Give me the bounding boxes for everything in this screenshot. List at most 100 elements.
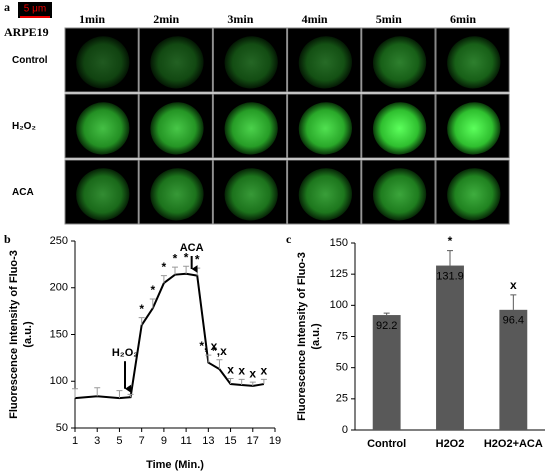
bar (499, 309, 528, 430)
y-tick-label: 200 (50, 282, 68, 294)
cell (76, 168, 130, 221)
cell (76, 36, 130, 89)
y-tick-label: 50 (336, 362, 348, 374)
error-bar (160, 275, 167, 284)
point-label: * (150, 283, 155, 297)
cell (76, 102, 130, 155)
point-label: x (249, 366, 256, 380)
x-tick-label: 17 (247, 435, 259, 447)
point-label: *, x (199, 339, 217, 353)
column-label: 5min (376, 12, 402, 26)
x-tick-label: 7 (139, 435, 145, 447)
y-axis-label: (a.u.) (22, 321, 34, 348)
bar (436, 265, 464, 430)
point-label: x (227, 363, 234, 377)
error-bar (127, 393, 134, 398)
cell (372, 36, 427, 89)
cell (150, 168, 204, 221)
x-tick-label: 15 (224, 435, 236, 447)
error-bar (227, 377, 234, 385)
x-tick-label: 19 (269, 435, 281, 447)
x-tick-label: 1 (72, 435, 78, 447)
panel-label: c (286, 232, 292, 246)
x-tick-label: H2O2 (436, 438, 465, 450)
error-bar (183, 265, 190, 274)
x-tick-label: 13 (202, 435, 214, 447)
cell (224, 102, 278, 155)
column-label: 6min (450, 12, 476, 26)
y-tick-label: 0 (342, 424, 348, 436)
point-label: * (173, 251, 178, 265)
cell (150, 102, 204, 155)
row-label: ACA (12, 187, 34, 198)
value-label: 96.4 (503, 315, 524, 327)
x-tick-label: 9 (161, 435, 167, 447)
error-bar (510, 294, 517, 310)
point-label: x (261, 364, 268, 378)
error-bar (149, 298, 156, 309)
error-bar (383, 312, 390, 316)
point-label: * (195, 252, 200, 266)
y-tick-label: 50 (56, 422, 68, 434)
x-tick-label: 5 (116, 435, 122, 447)
error-bar (94, 387, 101, 397)
point-label: * (448, 234, 453, 248)
panel-label: a (4, 0, 10, 14)
y-tick-label: 75 (336, 330, 348, 342)
y-tick-label: 125 (330, 268, 348, 280)
y-axis-label: Fluorescence Intensity of Fluo-3 (8, 250, 20, 419)
point-label: * (139, 302, 144, 316)
error-bar (238, 378, 245, 385)
bar (372, 315, 401, 430)
point-label: *,x (212, 344, 227, 358)
error-bar (116, 390, 123, 399)
cell (372, 168, 427, 221)
y-tick-label: 150 (330, 237, 348, 249)
x-tick-label: 3 (94, 435, 100, 447)
x-tick-label: H2O2+ACA (484, 438, 543, 450)
value-label: 92.2 (376, 320, 397, 332)
cell (298, 102, 353, 155)
cell (224, 36, 278, 89)
scale-label: 5 μm (24, 4, 46, 15)
annotation: H₂O₂ (112, 347, 138, 359)
error-bar (249, 381, 256, 386)
value-label: 131.9 (436, 270, 464, 282)
cell (447, 36, 501, 89)
y-tick-label: 100 (50, 375, 68, 387)
point-label: x (510, 278, 517, 292)
point-label: * (184, 250, 189, 264)
cell (298, 36, 353, 89)
row-label: Control (12, 55, 48, 66)
cell (298, 168, 353, 221)
point-label: x (238, 364, 245, 378)
data-line (74, 272, 265, 400)
column-label: 4min (302, 12, 328, 26)
row-label: H₂O₂ (12, 121, 36, 132)
x-axis-label: Time (Min.) (146, 459, 204, 471)
y-tick-label: 150 (50, 328, 68, 340)
panel-label: b (4, 232, 11, 246)
y-tick-label: 25 (336, 393, 348, 405)
cell (150, 36, 204, 89)
error-bar (447, 250, 453, 266)
annotation: ACA (180, 242, 204, 254)
scale-bar-box (18, 2, 52, 18)
error-bar (172, 266, 178, 275)
column-label: 3min (227, 12, 253, 26)
y-axis-label: (a.u.) (310, 323, 322, 350)
y-axis-label: Fluorescence Intensity of Fluo-3 (296, 252, 308, 421)
column-label: 2min (153, 12, 179, 26)
cell (372, 102, 427, 155)
error-bar (138, 317, 145, 326)
point-label: * (162, 260, 167, 274)
cell-line: ARPE19 (4, 25, 49, 39)
error-bar (260, 378, 267, 385)
x-tick-label: 11 (180, 435, 191, 447)
y-tick-label: 250 (50, 235, 68, 247)
cell (224, 168, 278, 221)
error-bar (72, 388, 78, 399)
cell (447, 168, 501, 221)
error-bar (216, 359, 223, 370)
